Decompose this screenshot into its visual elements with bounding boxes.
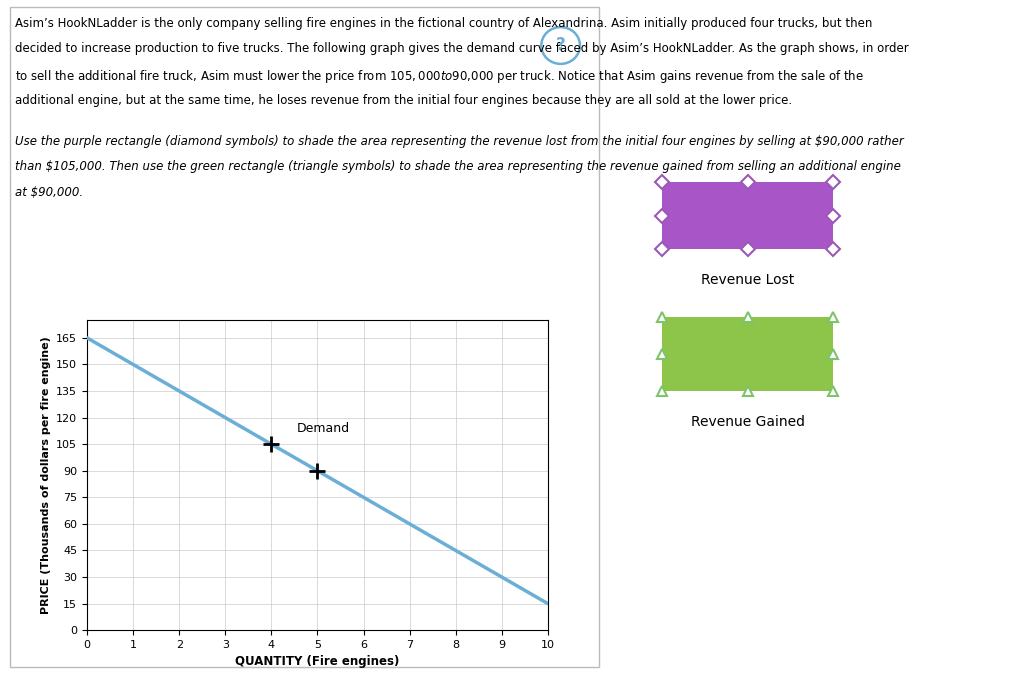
- FancyBboxPatch shape: [662, 317, 834, 391]
- FancyBboxPatch shape: [662, 182, 834, 249]
- X-axis label: QUANTITY (Fire engines): QUANTITY (Fire engines): [236, 656, 399, 669]
- Text: ?: ?: [556, 36, 565, 55]
- Text: at $90,000.: at $90,000.: [15, 186, 84, 199]
- Text: Demand: Demand: [297, 422, 350, 435]
- Text: Asim’s HookNLadder is the only company selling fire engines in the fictional cou: Asim’s HookNLadder is the only company s…: [15, 17, 872, 30]
- Text: Use the purple rectangle (diamond symbols) to shade the area representing the re: Use the purple rectangle (diamond symbol…: [15, 135, 904, 148]
- Text: additional engine, but at the same time, he loses revenue from the initial four : additional engine, but at the same time,…: [15, 94, 793, 106]
- Text: decided to increase production to five trucks. The following graph gives the dem: decided to increase production to five t…: [15, 42, 909, 55]
- Text: than $105,000. Then use the green rectangle (triangle symbols) to shade the area: than $105,000. Then use the green rectan…: [15, 160, 901, 173]
- Text: to sell the additional fire truck, Asim must lower the price from $105,000 to $9: to sell the additional fire truck, Asim …: [15, 68, 864, 85]
- Text: Revenue Lost: Revenue Lost: [700, 273, 795, 287]
- Text: Revenue Gained: Revenue Gained: [690, 415, 805, 429]
- Y-axis label: PRICE (Thousands of dollars per fire engine): PRICE (Thousands of dollars per fire eng…: [41, 336, 50, 614]
